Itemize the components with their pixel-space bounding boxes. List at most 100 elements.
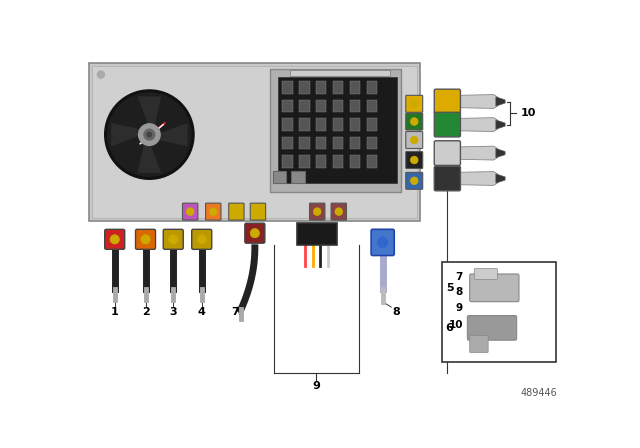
Bar (273, 171, 287, 183)
Bar (282, 137, 292, 149)
Circle shape (410, 118, 418, 125)
FancyBboxPatch shape (192, 229, 212, 250)
Circle shape (410, 100, 418, 108)
FancyBboxPatch shape (474, 269, 497, 280)
Polygon shape (458, 146, 497, 160)
FancyBboxPatch shape (331, 203, 346, 220)
Text: 2: 2 (141, 307, 149, 317)
FancyBboxPatch shape (435, 89, 460, 114)
Bar (442, 262, 556, 362)
Polygon shape (496, 120, 505, 129)
Circle shape (232, 208, 240, 215)
Bar (282, 82, 292, 94)
Bar (349, 155, 360, 168)
Polygon shape (458, 118, 497, 132)
FancyBboxPatch shape (163, 229, 183, 250)
FancyBboxPatch shape (470, 336, 488, 353)
Polygon shape (138, 96, 161, 139)
Bar (316, 100, 326, 112)
Bar (299, 155, 310, 168)
Text: 9: 9 (455, 303, 463, 313)
Text: 10: 10 (520, 108, 536, 118)
Text: 5: 5 (446, 283, 454, 293)
FancyBboxPatch shape (371, 229, 394, 255)
Circle shape (141, 235, 150, 244)
FancyBboxPatch shape (105, 229, 125, 250)
Bar (367, 100, 378, 112)
Polygon shape (138, 130, 161, 173)
Text: 8: 8 (455, 288, 463, 297)
Circle shape (108, 93, 191, 176)
FancyBboxPatch shape (406, 132, 422, 148)
Bar (367, 82, 378, 94)
FancyBboxPatch shape (182, 203, 198, 220)
Circle shape (197, 235, 206, 244)
Text: 3: 3 (170, 307, 177, 317)
FancyBboxPatch shape (435, 166, 460, 191)
Text: 7: 7 (231, 307, 239, 317)
Bar (316, 155, 326, 168)
Circle shape (250, 228, 259, 238)
Polygon shape (145, 123, 188, 146)
Bar (291, 171, 305, 183)
Polygon shape (458, 95, 497, 108)
FancyBboxPatch shape (406, 95, 422, 112)
Circle shape (144, 129, 155, 140)
Polygon shape (496, 97, 505, 106)
Bar (90, 63, 420, 221)
Circle shape (139, 124, 160, 146)
FancyBboxPatch shape (245, 223, 265, 243)
Bar (299, 82, 310, 94)
Bar (282, 118, 292, 131)
Bar (367, 137, 378, 149)
Text: 489446: 489446 (521, 388, 557, 397)
Text: 1: 1 (111, 307, 118, 317)
Text: 8: 8 (392, 307, 399, 317)
Text: 10: 10 (449, 320, 463, 330)
FancyBboxPatch shape (310, 203, 325, 220)
Circle shape (335, 208, 342, 215)
Bar (282, 100, 292, 112)
FancyBboxPatch shape (435, 141, 460, 165)
Circle shape (110, 235, 119, 244)
Bar (367, 118, 378, 131)
Circle shape (97, 71, 105, 78)
Bar (299, 137, 310, 149)
Circle shape (209, 208, 217, 215)
Circle shape (410, 156, 418, 164)
Bar (316, 137, 326, 149)
FancyBboxPatch shape (467, 315, 516, 340)
Text: 7: 7 (455, 272, 463, 282)
Bar (299, 118, 310, 131)
FancyBboxPatch shape (205, 203, 221, 220)
Bar (333, 155, 344, 168)
Polygon shape (111, 123, 154, 146)
Circle shape (147, 132, 152, 137)
FancyBboxPatch shape (228, 203, 244, 220)
FancyBboxPatch shape (406, 113, 422, 130)
Polygon shape (496, 174, 505, 183)
Text: 6: 6 (445, 323, 454, 333)
FancyBboxPatch shape (297, 223, 337, 245)
Bar (349, 137, 360, 149)
Bar (270, 69, 401, 192)
Bar (367, 155, 378, 168)
Circle shape (168, 235, 178, 244)
FancyBboxPatch shape (406, 151, 422, 168)
Circle shape (186, 208, 194, 215)
Bar (333, 82, 344, 94)
Circle shape (378, 237, 388, 248)
Bar (333, 118, 344, 131)
Circle shape (410, 136, 418, 144)
Bar (316, 118, 326, 131)
Polygon shape (496, 148, 505, 158)
Bar (333, 100, 344, 112)
Circle shape (314, 208, 321, 215)
FancyBboxPatch shape (406, 172, 422, 189)
Bar (282, 155, 292, 168)
Circle shape (410, 177, 418, 185)
FancyBboxPatch shape (470, 274, 519, 302)
Bar (333, 137, 344, 149)
Bar (289, 70, 390, 76)
Circle shape (254, 208, 262, 215)
